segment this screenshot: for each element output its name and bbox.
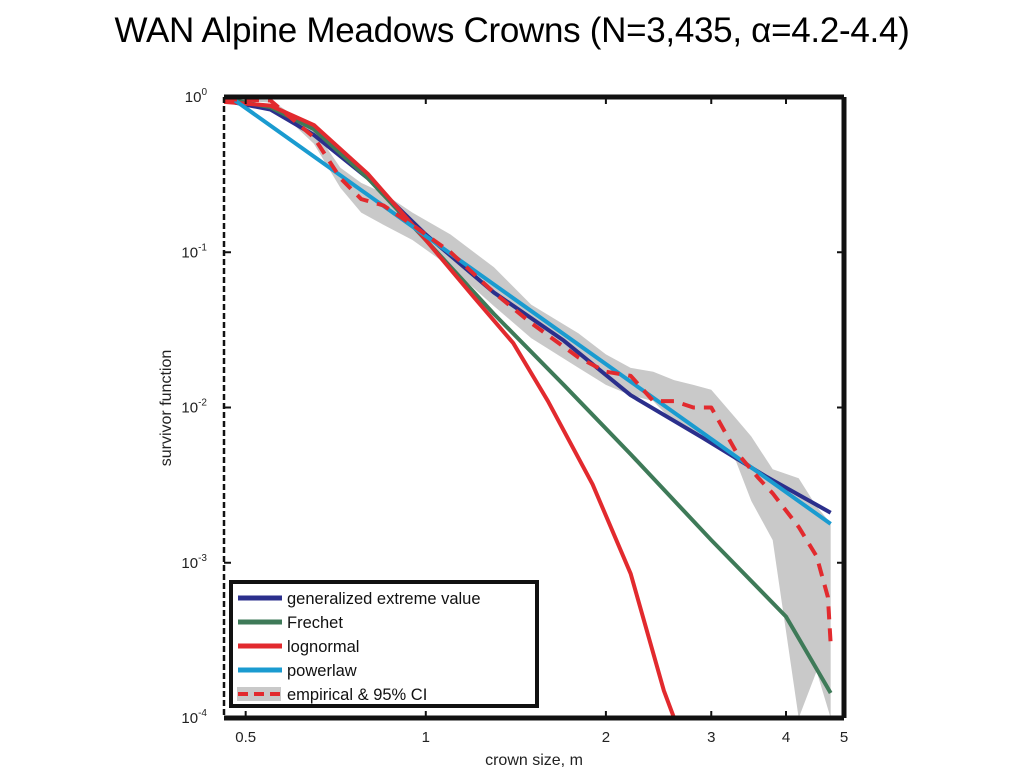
legend-label: powerlaw <box>287 662 357 680</box>
x-axis-title: crown size, m <box>485 752 583 768</box>
legend-label: lognormal <box>287 638 359 656</box>
x-tick-label: 3 <box>707 729 715 746</box>
series-line-frechet <box>234 98 833 694</box>
x-tick-label: 4 <box>782 729 790 746</box>
legend-label: empirical & 95% CI <box>287 686 427 704</box>
y-tick-label: 10-2 <box>181 398 207 417</box>
x-tick-label: 0.5 <box>235 729 256 746</box>
axes-layer: 100 10-1 10-2 10-3 10-4 0.5 1 2 3 4 5 crown size, m… <box>158 87 848 768</box>
series-layer <box>224 97 833 718</box>
legend: generalized extreme value Frechet lognorma… <box>229 580 539 708</box>
y-tick-label: 10-4 <box>181 708 207 727</box>
legend-label: Frechet <box>287 614 343 632</box>
x-tick-label: 2 <box>602 729 610 746</box>
legend-label: generalized extreme value <box>287 590 481 608</box>
series-line-lognormal <box>224 99 676 718</box>
chart-title: WAN Alpine Meadows Crowns (N=3,435, α=4.… <box>114 11 910 50</box>
series-line-empirical-95-ci <box>224 97 833 645</box>
y-tick-label: 10-1 <box>181 242 207 261</box>
x-tick-label: 1 <box>422 729 430 746</box>
y-tick-label: 100 <box>185 87 208 106</box>
y-axis-title: survivor function <box>158 350 175 467</box>
y-tick-label: 10-3 <box>181 553 207 572</box>
x-tick-label: 5 <box>840 729 848 746</box>
series-line-generalized-extreme-value <box>234 100 832 515</box>
